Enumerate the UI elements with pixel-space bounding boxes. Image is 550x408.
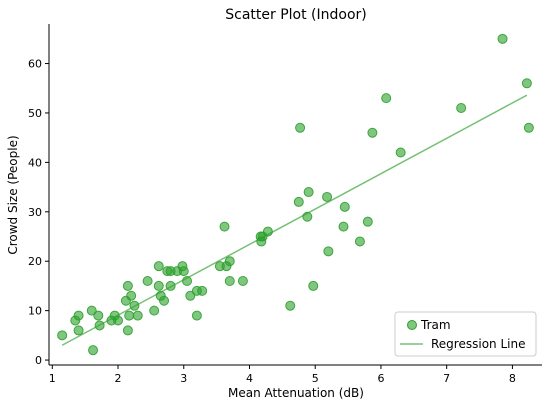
y-tick-label: 30 <box>28 206 42 219</box>
x-tick-label: 7 <box>443 372 450 385</box>
data-point-tram <box>303 187 314 198</box>
data-point-tram <box>178 266 189 277</box>
y-tick-label: 0 <box>35 354 42 367</box>
legend-frame <box>394 311 537 357</box>
data-point-tram <box>395 147 406 158</box>
data-point-tram <box>124 310 135 321</box>
legend-tram-marker <box>407 320 417 330</box>
data-point-tram <box>132 310 143 321</box>
y-axis-label: Crowd Size (People) <box>6 135 20 254</box>
data-point-tram <box>197 285 208 296</box>
data-point-tram <box>224 256 235 267</box>
x-axis-ticks: 1 2 3 4 5 6 7 8 <box>49 365 516 385</box>
data-point-tram <box>73 310 84 321</box>
data-point-tram <box>122 325 133 336</box>
data-point-tram <box>381 93 392 104</box>
x-axis-label: Mean Attenuation (dB) <box>228 386 364 400</box>
x-tick-label: 1 <box>49 372 56 385</box>
data-point-tram <box>295 122 306 133</box>
data-point-tram <box>362 216 373 227</box>
legend: Tram Regression Line <box>394 311 537 357</box>
data-point-tram <box>73 325 84 336</box>
chart-title: Scatter Plot (Indoor) <box>225 7 367 23</box>
data-point-tram <box>57 330 68 341</box>
data-point-tram <box>126 290 137 301</box>
data-point-tram <box>339 201 350 212</box>
data-point-tram <box>86 305 97 316</box>
x-tick-label: 4 <box>246 372 253 385</box>
data-point-tram <box>159 295 170 306</box>
x-tick-label: 3 <box>180 372 187 385</box>
data-point-tram <box>523 122 534 133</box>
data-point-tram <box>322 191 333 202</box>
data-point-tram <box>185 290 196 301</box>
legend-regression-label: Regression Line <box>431 337 525 351</box>
data-point-tram <box>323 246 334 257</box>
data-point-tram <box>354 236 365 247</box>
data-point-tram <box>237 275 248 286</box>
data-point-tram <box>456 103 467 114</box>
y-axis-ticks: 0 10 20 30 40 50 60 <box>28 58 49 367</box>
x-tick-label: 2 <box>115 372 122 385</box>
data-point-tram <box>153 261 164 272</box>
data-point-tram <box>219 221 230 232</box>
data-point-tram <box>93 310 104 321</box>
y-tick-label: 50 <box>28 107 42 120</box>
data-point-tram <box>338 221 349 232</box>
x-tick-label: 6 <box>377 372 384 385</box>
data-point-tram <box>149 305 160 316</box>
y-tick-label: 20 <box>28 255 42 268</box>
data-point-tram <box>142 275 153 286</box>
plot-area <box>57 33 534 356</box>
x-tick-label: 5 <box>312 372 319 385</box>
data-point-tram <box>224 275 235 286</box>
y-tick-label: 40 <box>28 156 42 169</box>
y-tick-label: 60 <box>28 58 42 71</box>
data-point-tram <box>367 127 378 138</box>
legend-tram-label: Tram <box>420 318 451 332</box>
data-point-tram <box>153 280 164 291</box>
data-point-tram <box>308 280 319 291</box>
y-tick-label: 10 <box>28 305 42 318</box>
data-point-tram <box>88 345 99 356</box>
data-point-tram <box>113 315 124 326</box>
data-point-tram <box>293 196 304 207</box>
data-point-tram <box>497 33 508 44</box>
data-point-tram <box>285 300 296 311</box>
data-point-tram <box>191 310 202 321</box>
x-tick-label: 8 <box>509 372 516 385</box>
regression-line <box>61 94 528 346</box>
data-point-tram <box>122 280 133 291</box>
data-point-tram <box>521 78 532 89</box>
